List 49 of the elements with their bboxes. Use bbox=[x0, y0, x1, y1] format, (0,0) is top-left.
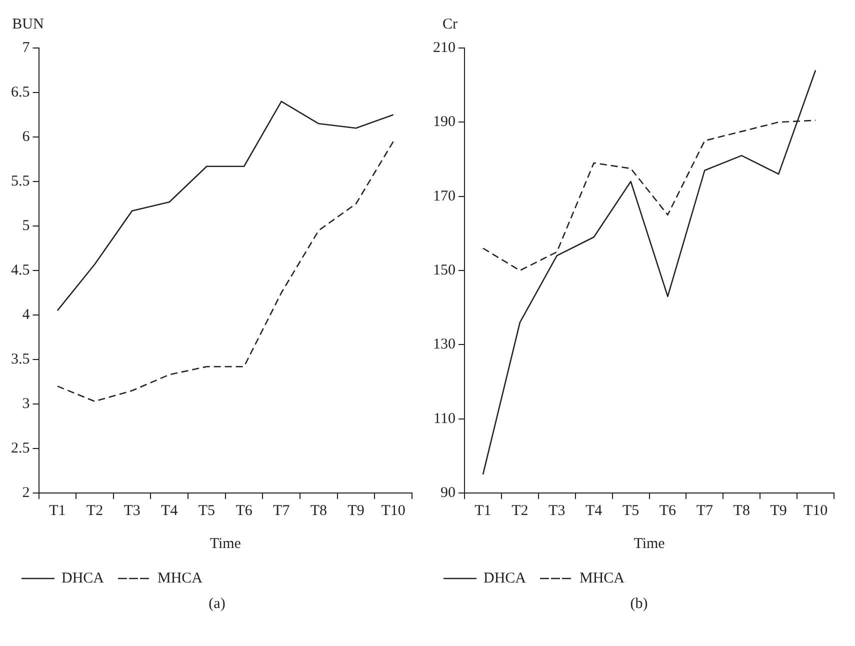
y-tick-label: 210 bbox=[433, 40, 456, 56]
y-tick-label: 170 bbox=[433, 188, 456, 204]
x-tick-label: T8 bbox=[310, 502, 328, 519]
x-tick-label: T4 bbox=[161, 502, 178, 519]
legend-label: MHCA bbox=[580, 570, 625, 586]
x-tick-label: T2 bbox=[86, 502, 104, 519]
y-axis-title: BUN bbox=[12, 16, 44, 32]
x-tick-label: T7 bbox=[273, 502, 290, 519]
x-axis-title: Time bbox=[634, 536, 666, 552]
x-tick-label: T1 bbox=[474, 502, 492, 519]
x-tick-label: T2 bbox=[512, 502, 528, 519]
y-tick-label: 2.5 bbox=[11, 440, 30, 456]
y-tick-label: 5 bbox=[22, 218, 30, 234]
y-tick-label: 2 bbox=[22, 484, 30, 501]
x-tick-label: T5 bbox=[198, 502, 216, 519]
y-tick-label: 150 bbox=[433, 262, 456, 278]
text: (b) bbox=[629, 596, 649, 613]
legend-label: DHCA bbox=[484, 570, 526, 586]
x-tick-label: T10 bbox=[381, 502, 406, 519]
y-tick-label: 5.5 bbox=[11, 173, 30, 190]
y-tick-label: 3.5 bbox=[11, 351, 30, 368]
x-tick-label: T9 bbox=[348, 502, 364, 519]
y-tick-label: 7 bbox=[22, 40, 30, 56]
y-tick-label: 4 bbox=[22, 306, 30, 323]
x-tick-label: T5 bbox=[622, 502, 640, 519]
x-tick-label: T6 bbox=[236, 502, 253, 519]
x-tick-label: T4 bbox=[585, 502, 603, 519]
y-tick-label: 90 bbox=[440, 484, 456, 501]
x-tick-label: T10 bbox=[803, 502, 828, 519]
y-tick-label: 110 bbox=[434, 410, 456, 427]
x-tick-label: T7 bbox=[696, 502, 714, 519]
y-tick-label: 3 bbox=[22, 396, 30, 412]
x-tick-label: T8 bbox=[733, 502, 750, 519]
line-series bbox=[56, 140, 394, 402]
text: (a) bbox=[208, 596, 226, 613]
y-tick-label: 6.5 bbox=[11, 84, 30, 100]
y-tick-label: 4.5 bbox=[11, 262, 30, 278]
legend-label: MHCA bbox=[158, 570, 203, 586]
x-tick-label: T3 bbox=[548, 502, 566, 519]
x-tick-label: T9 bbox=[770, 502, 787, 519]
y-tick-label: 6 bbox=[22, 128, 30, 145]
y-axis-title: Cr bbox=[442, 16, 458, 32]
x-tick-label: T6 bbox=[659, 502, 677, 519]
y-tick-label: 190 bbox=[433, 114, 456, 130]
x-tick-label: T1 bbox=[49, 502, 66, 519]
x-tick-label: T3 bbox=[124, 502, 140, 519]
x-axis-title: Time bbox=[210, 536, 242, 552]
legend-label: DHCA bbox=[62, 570, 104, 586]
y-tick-label: 130 bbox=[433, 336, 456, 353]
